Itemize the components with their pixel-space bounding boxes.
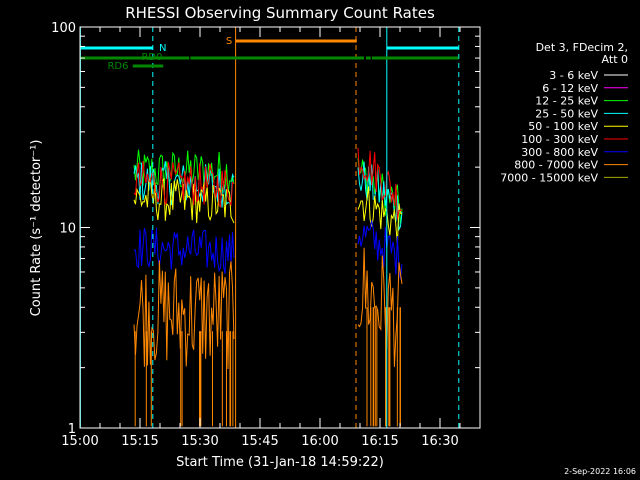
flag-label-rd6: RD6 <box>107 61 128 72</box>
legend-entry-label: 7000 - 15000 keV <box>500 171 598 184</box>
series-trace-3-0 <box>133 160 235 208</box>
flag-bars: N S RD0 RD6 <box>80 36 459 72</box>
x-tick-label: 16:30 <box>421 434 458 449</box>
y-tick-label: 1 <box>68 422 76 437</box>
series-trace-7-1 <box>357 247 403 367</box>
legend-entry-label: 300 - 800 keV <box>521 146 598 159</box>
x-tick-label: 16:15 <box>361 434 398 449</box>
legend-entry-label: 6 - 12 keV <box>542 82 598 95</box>
legend-entry-label: 100 - 300 keV <box>521 133 598 146</box>
y-tick-label: 100 <box>51 21 76 36</box>
x-tick-label: 15:30 <box>181 434 218 449</box>
series-trace-7-0 <box>133 260 235 370</box>
series-trace-5-0 <box>133 160 235 208</box>
x-tick-label: 16:00 <box>301 434 338 449</box>
legend-header-line: Det 3, FDecim 2, <box>536 41 628 54</box>
x-tick-label: 15:45 <box>241 434 278 449</box>
x-tick-label: 15:15 <box>121 434 158 449</box>
x-axis-label: Start Time (31-Jan-18 14:59:22) <box>176 455 384 470</box>
legend-entry-label: 800 - 7000 keV <box>514 159 598 172</box>
legend-header-line: Att 0 <box>602 53 628 66</box>
flag-label-n: N <box>159 43 166 54</box>
series-trace-6-0 <box>133 227 235 274</box>
legend-entry-label: 50 - 100 keV <box>528 120 598 133</box>
series-trace-6-1 <box>357 220 403 280</box>
legend-entry-label: 3 - 6 keV <box>549 69 598 82</box>
series-trace-4-1 <box>357 186 403 245</box>
footer-date: 2-Sep-2022 16:06 <box>564 467 636 476</box>
flag-label-rd0: RD0 <box>141 52 162 63</box>
flag-label-s: S <box>226 36 232 47</box>
y-tick-label: 10 <box>59 222 76 237</box>
legend-entry-label: 12 - 25 keV <box>535 95 598 108</box>
legend-entry-label: 25 - 50 keV <box>535 107 598 120</box>
chart-title: RHESSI Observing Summary Count Rates <box>125 4 435 22</box>
series-trace-5-1 <box>357 147 403 220</box>
axes: 15:00 15:15 15:30 15:45 16:00 16:15 16:30 1 10 10… <box>51 21 481 449</box>
x-tick-label: 15:00 <box>61 434 98 449</box>
y-axis-label: Count Rate (s⁻¹ detector⁻¹) <box>29 140 44 317</box>
